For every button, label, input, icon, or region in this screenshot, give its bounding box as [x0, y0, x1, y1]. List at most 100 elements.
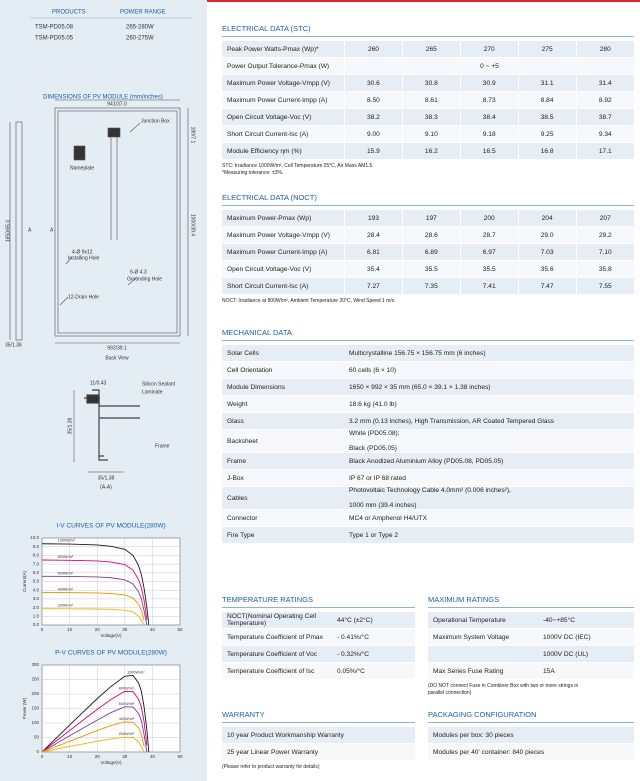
warranty-section: WARRANTY 10 year Product Workmanship Warr…: [222, 710, 415, 771]
y-tick-label: 5.0: [33, 579, 40, 584]
x-axis-label: Voltage(V): [100, 633, 122, 638]
value-line: White (PD05.08);: [349, 430, 400, 437]
value: 6.81: [344, 243, 403, 261]
series-label: 400W/m²: [58, 587, 74, 591]
row: J-Box IP 67 or IP 68 rated: [222, 469, 634, 487]
value: -40~+85°C: [538, 612, 634, 629]
row: NOCT(Nominal Operating Cell Temperature)…: [222, 612, 415, 629]
dim: 180/7.1: [190, 127, 196, 144]
y-tick-label: 1.0: [33, 613, 40, 618]
value: 17.1: [575, 142, 634, 160]
value: 35.8: [575, 260, 634, 278]
x-tick-label: 10: [67, 754, 73, 759]
x-tick-label: 20: [95, 627, 101, 632]
y-tick-label: 7.0: [33, 561, 40, 566]
dim: 1000/39.4: [190, 214, 196, 236]
y-tick-label: 0: [36, 749, 39, 754]
value: 7.41: [459, 277, 519, 295]
value: 0.05%/°C: [332, 662, 415, 680]
y-tick-label: 10.0: [30, 535, 39, 540]
row: 25 year Linear Power Warranty: [222, 743, 415, 761]
value-line: 1000 mm (39.4 inches): [349, 502, 417, 509]
value: 38.7: [575, 108, 634, 126]
value: 280: [575, 41, 634, 58]
row: Temperature Coefficient of Pmax - 0.41%/°…: [222, 628, 415, 646]
value: 28.4: [344, 226, 403, 244]
y-tick-label: 50: [34, 735, 40, 740]
label: Solar Cells: [222, 345, 344, 362]
value: Black Anodized Aluminium Alloy (PD05.08,…: [344, 452, 634, 470]
value: 30.9: [459, 74, 519, 92]
note-line: (Please refer to product warranty for de…: [222, 764, 320, 770]
value: 9.34: [575, 125, 634, 143]
dim: 4-Ø 9x12: [72, 249, 93, 255]
dim: Laminate: [142, 389, 163, 395]
section-title: ELECTRICAL DATA (NOCT): [222, 193, 634, 206]
section-title: MECHANICAL DATA: [222, 328, 634, 341]
section-title: MAXIMUM RATINGS: [428, 595, 634, 608]
label: Cables: [222, 486, 344, 510]
value: - 0.41%/°C: [332, 628, 415, 646]
value: 31.4: [575, 74, 634, 92]
product: TSM-PD05.08: [35, 25, 74, 31]
dim: Junction Box: [141, 118, 170, 124]
cell: Modules per 40' container: 840 pieces: [428, 743, 634, 761]
dim: 941/37.0: [107, 101, 127, 107]
value: 265: [401, 41, 461, 58]
dim: A: [50, 227, 54, 233]
value: 1000V DC (UL): [538, 645, 634, 663]
value: 29.2: [575, 226, 634, 244]
y-tick-label: 300: [31, 662, 39, 667]
value: 9.10: [401, 125, 461, 143]
value: 29.0: [517, 226, 577, 244]
value: White (PD05.08); Black (PD05.05): [344, 429, 634, 453]
label: Frame: [222, 452, 344, 470]
note-line: (DO NOT connect Fuse in Combiner Box wit…: [428, 683, 579, 689]
y-axis-label: Power (W): [22, 697, 27, 719]
label: Maximum Power Voltage-Vmpp (V): [222, 74, 345, 92]
notes: STC: Irradiance 1000W/m², Cell Temperatu…: [222, 163, 634, 177]
leader: [129, 122, 141, 133]
series-label: 800W/m²: [58, 555, 74, 559]
value: 0 ~ +5: [344, 57, 634, 75]
series-line: [41, 706, 148, 753]
label: Maximum Power Current-Impp (A): [222, 91, 345, 109]
value-line: Multicrystalline 156.75 × 156.75 mm (6 i…: [349, 349, 486, 357]
dim: Installing Hole: [68, 255, 100, 261]
series-label: 200W/m²: [119, 732, 135, 736]
dim: Frame: [155, 443, 170, 449]
value: 8.73: [459, 91, 519, 109]
value: 8.61: [401, 91, 461, 109]
label: Connector: [222, 509, 344, 527]
value-line: 1650 × 992 × 35 mm (65.0 × 39.1 × 1.38 i…: [349, 383, 491, 391]
value: MC4 or Amphenol H4/UTX: [344, 509, 634, 527]
row: Backsheet White (PD05.08); Black (PD05.05): [222, 429, 634, 453]
section-title: DIMENSIONS OF PV MODULE (mm/inches): [43, 95, 163, 101]
series-label: 600W/m²: [58, 571, 74, 575]
packaging-section: PACKAGING CONFIGURATION Modules per box: …: [428, 710, 634, 761]
value: 35.6: [517, 260, 577, 278]
section-title: PACKAGING CONFIGURATION: [428, 710, 634, 723]
label: Short Circuit Current-Isc (A): [222, 277, 345, 295]
x-tick-label: 30: [122, 754, 128, 759]
x-axis-label: Voltage(V): [100, 760, 122, 765]
label: Module Efficiency ηm (%): [222, 142, 345, 160]
dim: 11/0.43: [90, 380, 107, 386]
value: 3.2 mm (0.13 inches), High Transmission,…: [344, 412, 634, 430]
y-tick-label: 2.0: [33, 605, 40, 610]
dim: 35/1.38: [5, 342, 22, 348]
notes: (DO NOT connect Fuse in Combiner Box wit…: [428, 683, 634, 697]
dim: 6-Ø 4.3: [130, 269, 147, 275]
panel-bg: [0, 0, 207, 781]
value: 28.6: [401, 226, 461, 244]
value: 6.89: [401, 243, 461, 261]
label: Max Series Fuse Rating: [428, 662, 538, 680]
value: 35.5: [401, 260, 461, 278]
label: NOCT(Nominal Operating Cell Temperature): [222, 612, 332, 629]
value-line: MC4 or Amphenol H4/UTX: [349, 514, 428, 522]
row: Maximum Power Voltage-Vmpp (V) 30.6 30.8 30…: [222, 74, 634, 92]
nameplate: [73, 145, 86, 161]
y-axis-label: Current(A): [22, 571, 27, 593]
dim: Silicon Sealant: [142, 381, 176, 387]
row: Operational Temperature -40~+85°C: [428, 612, 634, 629]
